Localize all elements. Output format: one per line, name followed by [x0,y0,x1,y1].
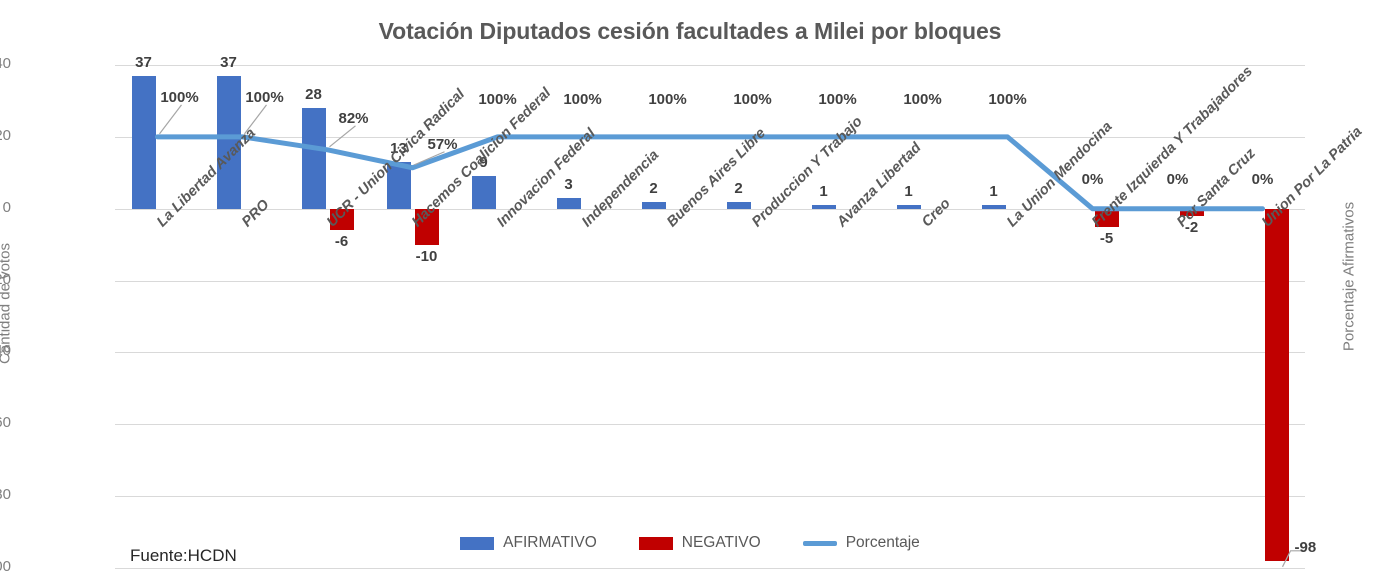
label-leader-line [414,151,445,166]
legend-label: AFIRMATIVO [503,534,597,551]
bar-value-label: -10 [415,247,438,265]
percentage-label: 100% [733,90,772,108]
gridline [115,208,1305,210]
label-leader-line [244,104,267,135]
bar-afirmativo[interactable] [981,205,1006,209]
y-axis-left-tick: 0 [2,198,11,216]
percentage-line[interactable] [155,134,1265,212]
bar-afirmativo[interactable] [131,75,156,209]
bar-negativo[interactable] [414,208,439,245]
chart-title: Votación Diputados cesión facultades a M… [378,18,1002,44]
percentage-label: 0% [1081,170,1104,188]
percentage-label: 100% [648,90,687,108]
bar-value-label: 13 [390,140,407,157]
label-leader-line [159,104,182,135]
legend-label: Porcentaje [845,534,920,551]
bar-series-group [115,65,1305,568]
y-axis-left-tick: 40 [0,55,11,72]
legend-swatch-icon [638,536,673,550]
source-note: Fuente:HCDN [130,546,237,565]
bar-afirmativo[interactable] [386,162,411,209]
gridline [115,496,1305,498]
plot-area: 40200-20-40-60-80-100 200%100%0%-100%-20… [0,54,1365,575]
legend-swatch-icon [460,536,495,550]
bar-value-label: -5 [1099,229,1114,247]
legend-label: NEGATIVO [681,534,761,551]
bar-afirmativo[interactable] [301,108,326,209]
bar-afirmativo[interactable] [471,176,496,209]
legend-item[interactable]: NEGATIVO [638,534,761,552]
bar-value-label: 28 [305,86,322,104]
gridline [115,424,1305,426]
percentage-label: 0% [1251,170,1274,188]
gridline [115,352,1305,354]
gridline [115,65,1305,66]
bar-afirmativo[interactable] [811,205,836,209]
label-leader-line [329,125,356,148]
bar-value-label: 1 [904,183,913,201]
bar-negativo[interactable] [329,208,354,231]
y-axis-left-tick: 20 [0,126,11,144]
percentage-label: 100% [903,90,942,108]
percentage-label: 82% [338,109,369,127]
y-axis-left-tick: -40 [0,342,11,360]
bar-value-label: -6 [334,233,349,251]
y-axis-left-tick: -80 [0,486,11,504]
legend-line-icon [802,540,837,546]
percentage-label: 100% [160,88,199,106]
y-axis-right-title: Porcentaje Afirmativos [1340,201,1358,352]
percentage-line-series [155,104,1303,568]
bar-afirmativo[interactable] [216,75,241,209]
y-axis-left-tick: -60 [0,414,11,432]
bar-value-label: 37 [220,53,237,71]
bar-value-label: 3 [564,175,573,193]
bar-value-label: 37 [135,53,152,71]
bar-negativo[interactable] [1179,208,1204,216]
y-axis-left-tick: -100 [0,558,11,575]
legend-item[interactable]: Porcentaje [802,534,920,552]
bar-value-label: 1 [819,183,828,201]
bar-afirmativo[interactable] [556,197,581,209]
chart-legend: AFIRMATIVO NEGATIVO Porcentaje [0,534,1380,552]
percentage-label: 100% [988,90,1027,108]
bar-value-label: 1 [989,183,998,201]
bar-value-label: 9 [479,154,488,172]
gridline [115,568,1305,569]
bar-value-label: -98 [1294,538,1317,556]
gridline [115,280,1305,282]
percentage-label: 100% [478,90,517,108]
bar-afirmativo[interactable] [726,201,751,209]
bar-afirmativo[interactable] [896,205,921,209]
percentage-label: 100% [818,90,857,108]
bar-negativo[interactable] [1264,208,1289,561]
bar-value-label: 2 [734,179,743,197]
legend-item[interactable]: AFIRMATIVO [460,534,597,552]
percentage-label: 100% [563,90,602,108]
percentage-label: 0% [1166,170,1189,188]
bar-afirmativo[interactable] [641,201,666,209]
bar-negativo[interactable] [1094,208,1119,227]
y-axis-left-tick: -20 [0,270,11,288]
percentage-label: 100% [245,88,284,106]
label-leader-line [1281,550,1303,568]
bar-value-label: 2 [649,179,658,197]
percentage-label: 57% [427,135,458,153]
bar-value-label: -2 [1184,218,1199,236]
